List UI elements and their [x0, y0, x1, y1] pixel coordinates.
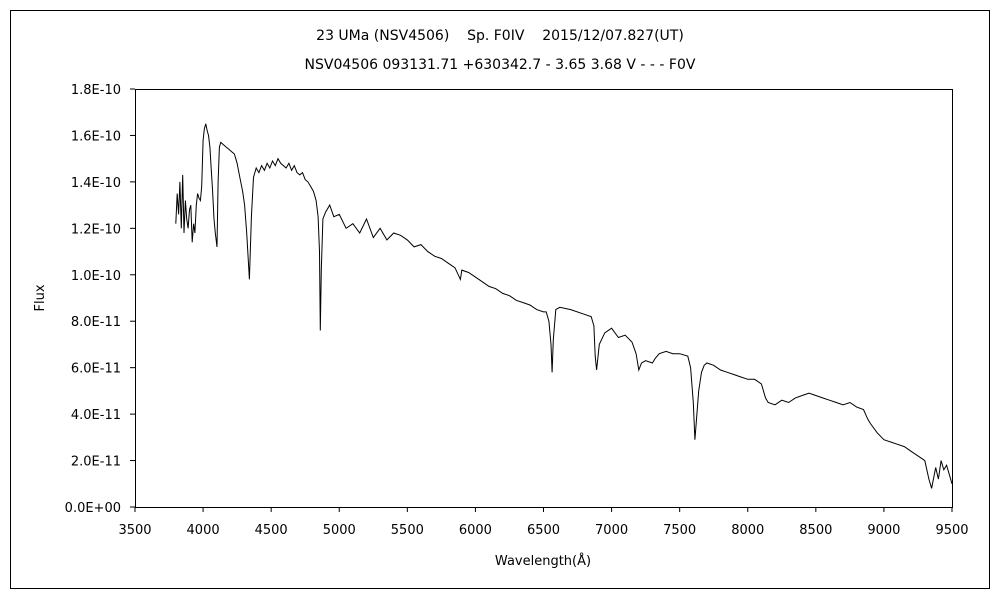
x-tick-label: 6500: [527, 523, 560, 538]
x-tick-label: 6000: [459, 523, 492, 538]
y-axis-ticks: 0.0E+00 2.0E-11 4.0E-11 6.0E-11 8.0E-11 1.0E-…: [65, 83, 135, 516]
x-tick-label: 9500: [935, 523, 968, 538]
y-tick-label: 2.0E-11: [71, 455, 121, 470]
y-tick-label: 1.8E-10: [71, 83, 121, 98]
y-axis-label: Flux: [33, 284, 48, 311]
x-tick-label: 8000: [731, 523, 764, 538]
x-tick-label: 3500: [118, 523, 151, 538]
x-tick-label: 5000: [323, 523, 356, 538]
x-tick-label: 7000: [595, 523, 628, 538]
y-tick-label: 0.0E+00: [65, 501, 121, 516]
y-tick-label: 1.4E-10: [71, 176, 121, 191]
y-tick-label: 8.0E-11: [71, 315, 121, 330]
y-tick-label: 1.2E-10: [71, 222, 121, 237]
x-tick-label: 9000: [867, 523, 900, 538]
y-tick-label: 1.6E-10: [71, 129, 121, 144]
y-tick-label: 1.0E-10: [71, 269, 121, 284]
x-axis-ticks: 3500 4000 4500 5000 5500 6000 6500 7000 7500 8000…: [118, 507, 969, 538]
spectrum-series-line: [175, 123, 953, 489]
y-tick-label: 6.0E-11: [71, 362, 121, 377]
x-axis-label: Wavelength(Å): [495, 553, 591, 569]
x-tick-label: 4500: [255, 523, 288, 538]
x-tick-label: 7500: [663, 523, 696, 538]
x-tick-label: 8500: [799, 523, 832, 538]
chart-subtitle: NSV04506 093131.71 +630342.7 - 3.65 3.68…: [305, 57, 696, 73]
chart-title: 23 UMa (NSV4506) Sp. F0IV 2015/12/07.827…: [316, 28, 684, 44]
x-tick-label: 4000: [187, 523, 220, 538]
chart-border: [10, 10, 990, 589]
y-tick-label: 4.0E-11: [71, 408, 121, 423]
x-tick-label: 5500: [391, 523, 424, 538]
